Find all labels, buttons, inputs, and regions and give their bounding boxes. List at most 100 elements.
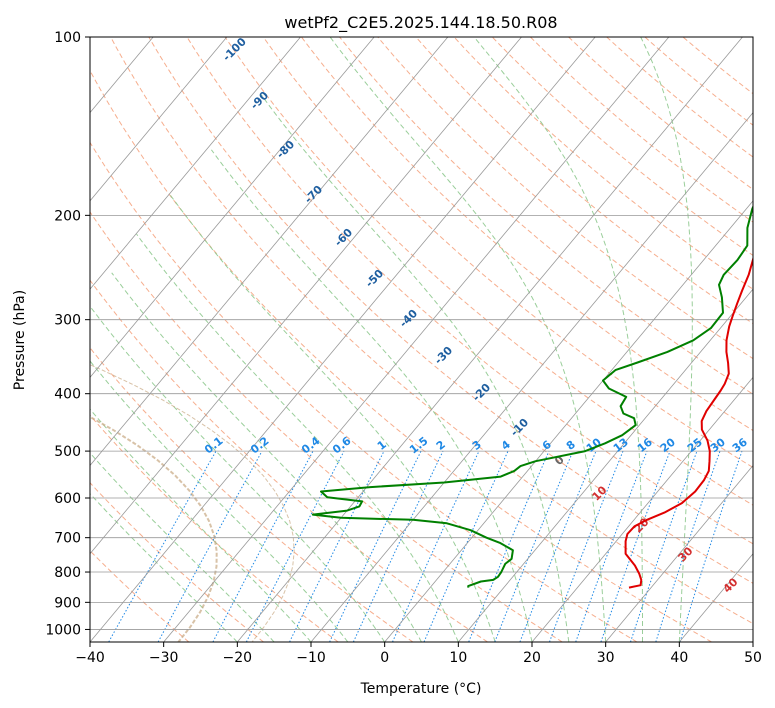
x-tick-label: −20 — [223, 650, 253, 666]
moist-adiabat-line — [111, 272, 422, 642]
x-tick-label: 10 — [449, 650, 467, 666]
isotherm-grid — [0, 37, 753, 642]
isobar-grid — [90, 37, 753, 630]
dry-adiabat-line — [568, 37, 753, 190]
isotherm-line — [90, 37, 301, 290]
moist-adiabats — [90, 37, 693, 642]
plot-frame — [89, 36, 754, 643]
mixing-ratio-label: 0.2 — [248, 434, 271, 456]
y-tick-label: 600 — [54, 491, 81, 507]
moist-adiabat-line — [329, 37, 607, 642]
mixing-ratio-label: 36 — [730, 435, 750, 455]
y-tick-label: 200 — [54, 208, 81, 224]
mixing-ratio-label: 3 — [470, 438, 484, 453]
dry-adiabat-label: -70 — [302, 183, 325, 206]
mixing-ratio-line — [157, 450, 263, 642]
mixing-ratio-line — [212, 450, 314, 642]
mixing-ratio-line — [549, 450, 624, 642]
dry-adiabat-line — [224, 37, 753, 506]
moist-adiabat-line — [90, 408, 312, 642]
x-tick-label: −30 — [149, 650, 179, 666]
mixing-ratio-line — [289, 450, 385, 642]
moist-adiabat-line — [473, 37, 643, 642]
y-tick-label: 800 — [54, 565, 81, 581]
dry-adiabat-line — [682, 37, 753, 95]
dry-adiabat-line — [530, 37, 753, 223]
mixing-ratio-line — [108, 450, 217, 642]
mixing-ratio-line — [468, 450, 550, 642]
y-tick-label: 300 — [54, 313, 81, 329]
x-axis-label: Temperature (°C) — [360, 681, 482, 697]
isotherm-line — [0, 37, 6, 642]
y-tick-label: 1000 — [45, 622, 81, 638]
dry-adiabat-line — [491, 37, 753, 256]
x-tick-label: −10 — [296, 650, 326, 666]
mixing-ratio-line — [352, 450, 444, 642]
saturation-curves — [90, 364, 295, 642]
x-tick-label: 40 — [670, 650, 688, 666]
mixing-ratio-line — [494, 450, 574, 642]
mixing-ratio-line — [575, 450, 648, 642]
mixing-ratio-line — [245, 450, 345, 642]
x-tick-label: 20 — [523, 650, 541, 666]
isotherm-line — [237, 37, 743, 642]
saturation-curve — [90, 364, 295, 642]
x-tick-label: −40 — [75, 650, 105, 666]
isotherm-line — [90, 37, 449, 467]
moist-adiabat-line — [170, 195, 496, 642]
moist-adiabat-line — [90, 360, 349, 642]
dry-adiabat-line — [339, 37, 753, 395]
temperature-profile — [624, 255, 753, 589]
y-axis-ticks: 100 200 300 400 500 600 700 800 900 1000 — [45, 30, 90, 638]
dry-adiabat-label: -10 — [508, 416, 531, 439]
dry-adiabat-label: -60 — [332, 226, 355, 249]
moist-adiabat-line — [640, 37, 693, 642]
isotherm-line — [90, 37, 596, 642]
mixing-ratio-label: 30 — [708, 435, 728, 455]
dry-adiabat-label: -20 — [470, 381, 493, 404]
isotherm-line — [384, 200, 753, 642]
dry-adiabat-line — [90, 414, 339, 642]
plot-area: 0.1 0.2 0.4 0.6 1 1.5 2 3 4 6 8 10 13 16 20 25 30 36-100-… — [0, 37, 753, 642]
dry-adiabat-line — [415, 37, 753, 325]
mixing-ratio-lines — [108, 450, 743, 642]
y-tick-label: 700 — [54, 531, 81, 547]
dry-adiabat-label: -30 — [432, 344, 455, 367]
mixing-ratio-label: 1.5 — [407, 434, 430, 456]
dry-adiabat-label: 40 — [721, 575, 741, 595]
mixing-ratio-label: 0.6 — [330, 434, 354, 456]
dry-adiabat-label: -50 — [363, 267, 386, 290]
dry-adiabat-label: -90 — [248, 89, 271, 112]
mixing-ratio-label: 0.4 — [299, 434, 323, 456]
mixing-ratio-line — [630, 450, 698, 642]
dry-adiabat-line — [186, 37, 753, 545]
moist-adiabat-line — [260, 94, 570, 642]
sounding-series — [311, 204, 753, 589]
dry-adiabat-label: -40 — [397, 307, 420, 330]
dry-adiabat-line — [90, 69, 712, 642]
moist-adiabat-line — [136, 233, 459, 642]
saturation-curve — [90, 415, 218, 642]
isotherm-line — [752, 641, 753, 642]
isotherm-line — [458, 288, 753, 642]
dry-adiabat-line — [644, 37, 753, 126]
isotherm-line — [531, 376, 753, 642]
moist-adiabat-line — [90, 452, 275, 642]
x-tick-label: 0 — [380, 650, 389, 666]
dry-adiabat-line — [110, 37, 753, 625]
isotherm-line — [90, 37, 375, 378]
y-tick-label: 500 — [54, 444, 81, 460]
dry-adiabat-label: -80 — [274, 138, 297, 161]
dewpoint-profile — [311, 204, 753, 588]
dry-adiabat-line — [90, 211, 563, 642]
moist-adiabat-line — [90, 305, 386, 642]
mixing-ratio-line — [329, 450, 422, 642]
mixing-ratio-label: 1 — [375, 438, 389, 453]
dry-adiabat-label: 10 — [590, 483, 610, 503]
x-tick-label: 30 — [597, 650, 615, 666]
mixing-ratio-label: 6 — [540, 438, 554, 453]
y-tick-label: 100 — [54, 30, 81, 46]
mixing-ratio-line — [600, 450, 671, 642]
dry-adiabat-line — [90, 550, 190, 642]
